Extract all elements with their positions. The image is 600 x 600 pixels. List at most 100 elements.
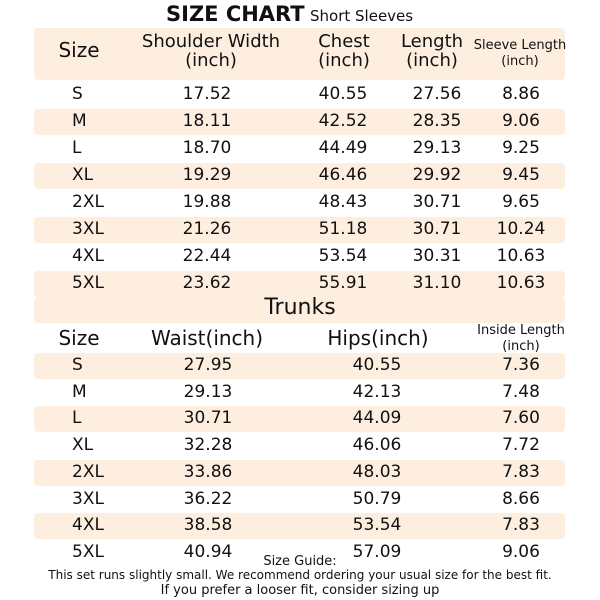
trunks-cell-hips: 42.13 (352, 381, 402, 402)
shirt-header-chest-line2: (inch) (318, 49, 370, 71)
trunks-cell-waist: 38.58 (183, 515, 233, 536)
shirt-cell-shoulder: 21.26 (182, 219, 232, 239)
shirt-header-sleeve-line2: (inch) (501, 53, 539, 69)
shirt-cell-chest: 46.46 (318, 165, 368, 185)
shirt-row-band (34, 217, 565, 243)
trunks-row-band (34, 406, 565, 433)
shirt-cell-chest: 55.91 (318, 273, 368, 293)
trunks-cell-size: 5XL (72, 541, 104, 562)
trunks-cell-hips: 50.79 (352, 488, 402, 509)
trunks-cell-size: 3XL (72, 488, 104, 509)
trunks-cell-inside: 8.66 (502, 488, 540, 509)
chart-title: SIZE CHART (166, 2, 305, 26)
shirt-header-length: Length (inch) (400, 31, 464, 71)
shirt-cell-sleeve: 9.65 (502, 192, 540, 212)
shirt-cell-shoulder: 19.88 (182, 192, 232, 212)
shirt-cell-chest: 51.18 (318, 219, 368, 239)
shirt-header-chest-line1: Chest (318, 31, 370, 52)
trunks-cell-size: L (72, 408, 82, 429)
shirt-cell-length: 30.71 (412, 219, 462, 239)
trunks-header-inside-line1: Inside Length (477, 323, 565, 338)
trunks-cell-inside: 7.83 (502, 515, 540, 536)
trunks-cell-waist: 33.86 (183, 461, 233, 482)
shirt-row-band (34, 163, 565, 189)
shirt-cell-size: S (72, 84, 83, 104)
shirt-cell-chest: 44.49 (318, 138, 368, 158)
shirt-cell-shoulder: 17.52 (182, 84, 232, 104)
trunks-cell-inside: 9.06 (502, 541, 540, 562)
trunks-cell-waist: 40.94 (183, 541, 233, 562)
shirt-header-shoulder-line1: Shoulder Width (141, 31, 281, 52)
shirt-cell-length: 30.31 (412, 246, 462, 266)
trunks-cell-inside: 7.60 (502, 408, 540, 429)
trunks-header-inside-line2: (inch) (502, 338, 540, 354)
trunks-cell-inside: 7.36 (502, 355, 540, 375)
trunks-cell-size: 4XL (72, 515, 104, 536)
shirt-cell-size: XL (72, 165, 94, 185)
shirt-header-length-line2: (inch) (406, 49, 458, 71)
trunks-cell-inside: 7.83 (502, 461, 540, 482)
shirt-cell-size: 5XL (72, 273, 104, 293)
shirt-header-sleeve: Sleeve Length (inch) (474, 38, 567, 69)
shirt-cell-chest: 48.43 (318, 192, 368, 212)
trunks-cell-size: 2XL (72, 461, 104, 482)
shirt-header-shoulder-line2: (inch) (185, 49, 237, 71)
shirt-header-shoulder: Shoulder Width (inch) (141, 31, 281, 71)
shirt-cell-length: 29.13 (412, 138, 462, 158)
shirt-cell-sleeve: 8.86 (502, 84, 540, 104)
shirt-cell-length: 29.92 (412, 165, 462, 185)
shirt-header-size: Size (58, 38, 100, 62)
trunks-title: Trunks (264, 295, 336, 320)
trunks-cell-hips: 46.06 (352, 435, 402, 456)
trunks-cell-waist: 27.95 (183, 355, 233, 375)
shirt-cell-sleeve: 10.63 (496, 246, 546, 266)
size-guide-line2: If you prefer a looser fit, consider siz… (160, 583, 440, 598)
trunks-cell-hips: 57.09 (352, 541, 402, 562)
trunks-cell-hips: 44.09 (352, 408, 402, 429)
shirt-cell-shoulder: 18.11 (182, 111, 232, 131)
shirt-cell-sleeve: 9.06 (502, 111, 540, 131)
trunks-cell-waist: 29.13 (183, 381, 233, 402)
size-guide-title: Size Guide: (263, 554, 337, 569)
shirt-cell-sleeve: 10.24 (496, 219, 546, 239)
shirt-cell-length: 28.35 (412, 111, 462, 131)
shirt-header-band (34, 28, 565, 80)
shirt-cell-size: M (72, 111, 87, 131)
shirt-cell-length: 31.10 (412, 273, 462, 293)
shirt-cell-length: 27.56 (412, 84, 462, 104)
trunks-cell-size: M (72, 381, 87, 402)
trunks-row-band (34, 353, 565, 379)
trunks-cell-size: S (72, 355, 83, 375)
shirt-header-chest: Chest (inch) (318, 31, 370, 71)
shirt-header-sleeve-line1: Sleeve Length (473, 38, 567, 53)
shirt-cell-chest: 53.54 (318, 246, 368, 266)
shirt-cell-size: 3XL (72, 219, 104, 239)
trunks-cell-inside: 7.48 (502, 381, 540, 402)
shirt-cell-size: 2XL (72, 192, 104, 212)
shirt-cell-size: 4XL (72, 246, 104, 266)
trunks-cell-waist: 32.28 (183, 435, 233, 456)
trunks-header-hips: Hips(inch) (327, 326, 429, 350)
chart-subtitle: Short Sleeves (310, 7, 414, 25)
trunks-cell-hips: 40.55 (352, 355, 402, 375)
shirt-row-band (34, 109, 565, 135)
trunks-header-size: Size (58, 326, 100, 350)
shirt-row-band (34, 271, 565, 297)
shirt-cell-size: L (72, 138, 82, 158)
trunks-header-inside: Inside Length (inch) (477, 323, 565, 354)
shirt-cell-sleeve: 10.63 (496, 273, 546, 293)
trunks-cell-hips: 53.54 (352, 515, 402, 536)
shirt-cell-shoulder: 23.62 (182, 273, 232, 293)
trunks-row-band (34, 459, 565, 486)
shirt-cell-chest: 42.52 (318, 111, 368, 131)
shirt-cell-shoulder: 22.44 (182, 246, 232, 266)
shirt-header-length-line1: Length (400, 31, 464, 52)
shirt-cell-chest: 40.55 (318, 84, 368, 104)
shirt-cell-shoulder: 19.29 (182, 165, 232, 185)
trunks-cell-inside: 7.72 (502, 435, 540, 456)
trunks-row-band (34, 513, 565, 540)
trunks-cell-hips: 48.03 (352, 461, 402, 482)
trunks-cell-waist: 30.71 (183, 408, 233, 429)
shirt-cell-sleeve: 9.45 (502, 165, 540, 185)
size-guide-line1: This set runs slightly small. We recomme… (48, 568, 552, 582)
